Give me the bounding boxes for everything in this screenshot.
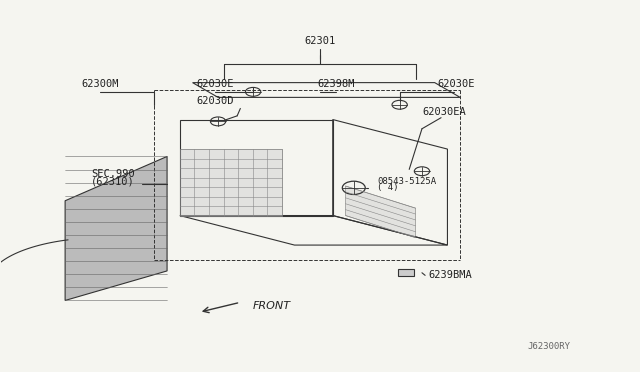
Polygon shape (180, 149, 282, 215)
Text: 62301: 62301 (305, 36, 335, 46)
Text: 62030EA: 62030EA (422, 107, 466, 116)
Text: 62030E: 62030E (437, 79, 474, 89)
Text: 62030E: 62030E (196, 79, 234, 89)
Text: J62300RY: J62300RY (528, 342, 571, 352)
FancyBboxPatch shape (398, 269, 414, 276)
Text: SEC.990: SEC.990 (91, 169, 135, 179)
Text: ( 4): ( 4) (378, 183, 399, 192)
Text: 08543-5125A: 08543-5125A (378, 177, 436, 186)
Polygon shape (65, 157, 167, 301)
Text: 6239BMA: 6239BMA (428, 270, 472, 280)
Text: 62300M: 62300M (81, 79, 119, 89)
Text: (62310): (62310) (91, 176, 135, 186)
Text: 62398M: 62398M (317, 79, 355, 89)
Polygon shape (346, 186, 415, 238)
Text: 62030D: 62030D (196, 96, 234, 106)
Text: FRONT: FRONT (253, 301, 291, 311)
